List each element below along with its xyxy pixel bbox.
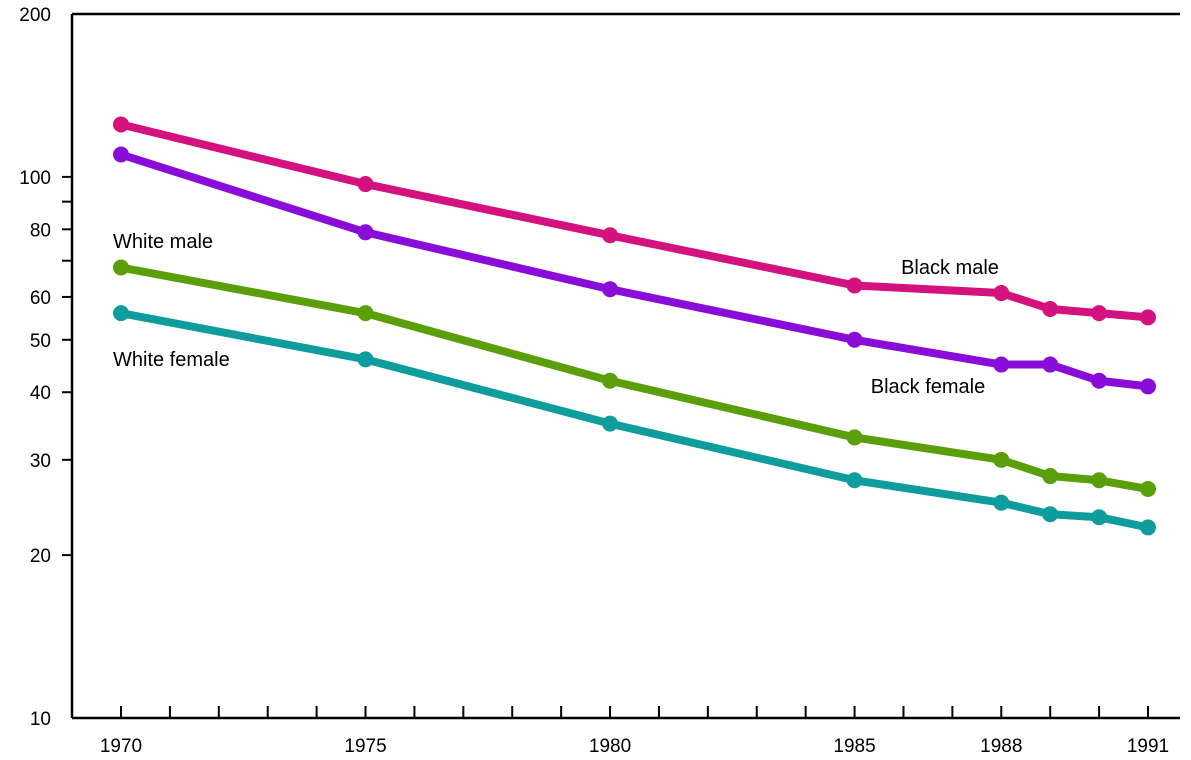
data-point	[1140, 378, 1156, 395]
data-point	[846, 331, 863, 348]
data-point	[846, 472, 863, 489]
data-point	[1091, 509, 1108, 526]
series-label: White female	[113, 349, 230, 371]
data-point	[1091, 472, 1108, 489]
data-point	[602, 281, 619, 298]
data-point	[113, 259, 129, 276]
series-white-female	[113, 305, 1156, 536]
axes: 10 20 30 40 50 60 80 100 200 1970 1975 1980 1985 1988…	[19, 5, 1180, 757]
data-point	[602, 372, 619, 389]
y-tick-label: 30	[30, 451, 51, 472]
series-line	[117, 309, 1152, 532]
series-black-female	[113, 146, 1156, 395]
data-point	[113, 146, 129, 163]
data-point	[357, 176, 374, 193]
series-white-male	[113, 259, 1156, 497]
series-labels: Black male Black female White male White fe…	[113, 231, 999, 398]
x-tick-label: 1975	[344, 736, 386, 757]
data-point	[357, 305, 374, 322]
y-tick-label: 20	[30, 546, 51, 567]
x-tick-label: 1988	[980, 736, 1022, 757]
data-point	[1140, 519, 1156, 536]
x-tick-label: 1970	[100, 736, 142, 757]
x-tick-label: 1980	[589, 736, 631, 757]
x-tick-label: 1985	[833, 736, 875, 757]
data-point	[1042, 300, 1059, 317]
data-point	[1042, 506, 1059, 523]
series-line	[117, 120, 1152, 322]
data-point	[1042, 356, 1059, 373]
data-point	[113, 116, 129, 133]
data-point	[1042, 468, 1059, 485]
series-layer	[113, 116, 1156, 536]
x-tick-label: 1991	[1127, 736, 1169, 757]
y-tick-label: 40	[30, 383, 51, 404]
y-tick-label: 60	[30, 288, 51, 309]
series-label: Black male	[901, 257, 999, 279]
data-point	[1091, 372, 1108, 389]
y-tick-label: 80	[30, 220, 51, 241]
series-line	[117, 150, 1152, 391]
data-point	[993, 494, 1010, 511]
data-point	[602, 227, 619, 244]
data-point	[846, 277, 863, 294]
data-point	[846, 429, 863, 446]
data-point	[113, 305, 129, 322]
data-point	[1091, 305, 1108, 322]
data-point	[993, 356, 1010, 373]
data-point	[357, 351, 374, 368]
data-point	[602, 415, 619, 432]
data-point	[1140, 480, 1156, 497]
data-point	[357, 224, 374, 241]
series-label: Black female	[871, 376, 986, 398]
data-point	[1140, 309, 1156, 326]
series-label: White male	[113, 231, 213, 253]
data-point	[993, 451, 1010, 468]
series-black-male	[113, 116, 1156, 326]
series-line	[117, 263, 1152, 493]
y-tick-label: 50	[30, 331, 51, 352]
y-tick-label: 200	[19, 5, 51, 26]
data-point	[993, 285, 1010, 302]
y-tick-label: 100	[19, 168, 51, 189]
y-tick-label: 10	[30, 709, 51, 730]
